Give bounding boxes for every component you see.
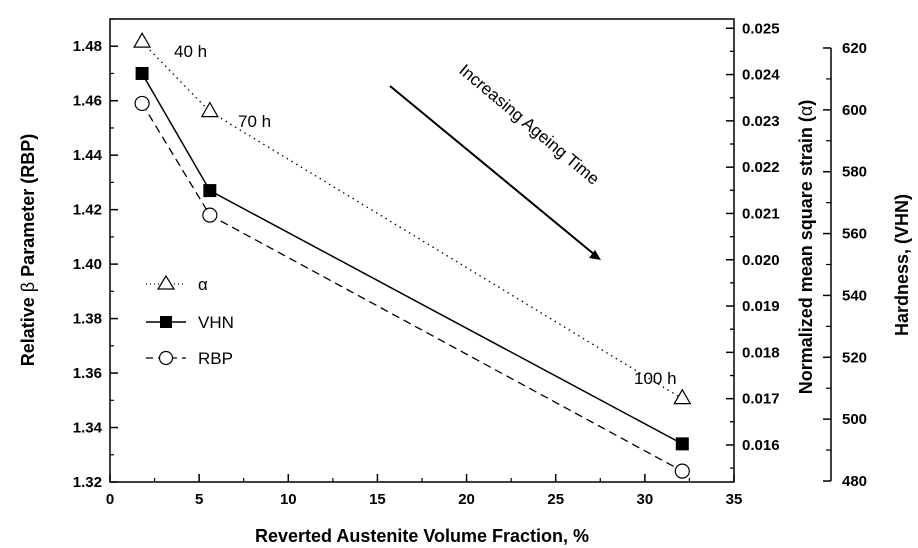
left-axis-title-prefix: Relative	[18, 292, 38, 366]
right-tick-label: 540	[842, 287, 867, 304]
point-label-100h: 100 h	[634, 369, 677, 388]
left-tick-label: 1.48	[73, 38, 102, 55]
legend-rbp-label: RBP	[198, 349, 233, 368]
left-tick-label: 1.42	[73, 202, 102, 219]
left-tick-label: 1.36	[73, 365, 102, 382]
right-tick-label: 500	[842, 411, 867, 428]
left-axis-title-symbol: β	[18, 282, 38, 292]
middle-tick-label: 0.024	[742, 67, 780, 84]
right-tick-label: 600	[842, 102, 867, 119]
x-tick-label: 35	[726, 491, 743, 508]
middle-tick-label: 0.022	[742, 159, 780, 176]
middle-tick-label: 0.017	[742, 391, 780, 408]
right-tick-label: 480	[842, 473, 867, 490]
series-line-dashed	[141, 103, 683, 472]
middle-axis-title-prefix: Normalized mean square strain (	[796, 116, 816, 394]
vhn-point	[675, 437, 689, 451]
left-tick-label: 1.44	[73, 147, 103, 164]
left-axis-title: Relative β Parameter (RBP)	[18, 134, 38, 366]
middle-tick-label: 0.020	[742, 252, 780, 269]
middle-tick-label: 0.023	[742, 113, 780, 130]
vhn-point	[203, 184, 217, 198]
x-tick-label: 15	[369, 491, 386, 508]
middle-axis-title: Normalized mean square strain (α)	[796, 100, 816, 395]
ageing-arrow-label: Increasing Ageing Time	[455, 61, 603, 189]
series-line-solid	[141, 73, 683, 445]
x-tick-label: 30	[637, 491, 654, 508]
right-tick-label: 560	[842, 226, 867, 243]
legend-item-alpha: α	[146, 274, 208, 294]
middle-tick-label: 0.021	[742, 205, 780, 222]
left-axis-ticks: 1.32 1.34 1.36 1.38 1.40 1.42 1.44 1.46 1.48	[73, 18, 118, 491]
legend: α VHN RBP	[146, 274, 234, 368]
x-tick-label: 0	[106, 491, 114, 508]
x-tick-label: 10	[280, 491, 297, 508]
legend-item-vhn: VHN	[146, 313, 234, 332]
left-tick-label: 1.38	[73, 311, 102, 328]
rbp-point	[202, 207, 218, 223]
ageing-arrow	[389, 85, 601, 260]
legend-alpha-label: α	[198, 275, 208, 294]
x-tick-label: 20	[458, 491, 475, 508]
legend-vhn-label: VHN	[198, 313, 234, 332]
left-tick-label: 1.34	[73, 420, 103, 437]
left-tick-label: 1.46	[73, 93, 102, 110]
middle-tick-label: 0.018	[742, 344, 780, 361]
series-line-dotted	[141, 41, 683, 400]
middle-tick-label: 0.016	[742, 437, 780, 454]
point-label-40h: 40 h	[174, 42, 207, 61]
vhn-point	[135, 66, 149, 80]
x-axis-ticks: 0 5 10 15 20 25 30 35	[106, 474, 743, 508]
ageing-arrow-shaft	[389, 85, 596, 256]
right-tick-label: 580	[842, 164, 867, 181]
rbp-point	[134, 95, 150, 112]
legend-rbp-marker	[158, 350, 174, 366]
x-tick-label: 5	[195, 491, 203, 508]
middle-tick-label: 0.019	[742, 298, 780, 315]
middle-tick-label: 0.025	[742, 20, 780, 37]
left-axis-title-suffix: Parameter (RBP)	[18, 134, 38, 282]
alpha-point	[133, 31, 152, 48]
series-markers	[133, 31, 692, 479]
right-axis: 480 500 520 540 560 580 600 620	[823, 40, 867, 490]
ageing-arrow-head	[589, 250, 601, 260]
legend-item-rbp: RBP	[146, 349, 233, 368]
middle-axis-ticks: 0.016 0.017 0.018 0.019 0.020 0.021 0.022 0.023…	[726, 20, 780, 469]
x-axis-title: Reverted Austenite Volume Fraction, %	[255, 526, 589, 546]
right-tick-label: 520	[842, 349, 867, 366]
right-tick-label: 620	[842, 40, 867, 57]
left-tick-label: 1.40	[73, 256, 102, 273]
rbp-point	[674, 463, 690, 479]
middle-axis-title-suffix: )	[796, 100, 816, 106]
plot-frame	[109, 18, 735, 483]
left-tick-label: 1.32	[73, 474, 102, 491]
series-lines	[141, 41, 683, 472]
right-axis-title: Hardness, (VHN)	[892, 194, 912, 336]
legend-alpha-marker	[156, 274, 176, 290]
point-label-70h: 70 h	[238, 112, 271, 131]
alpha-point	[200, 101, 219, 118]
legend-vhn-marker	[160, 316, 172, 328]
alpha-point	[673, 388, 692, 405]
x-tick-label: 25	[547, 491, 564, 508]
middle-axis-title-symbol: α	[796, 106, 816, 116]
